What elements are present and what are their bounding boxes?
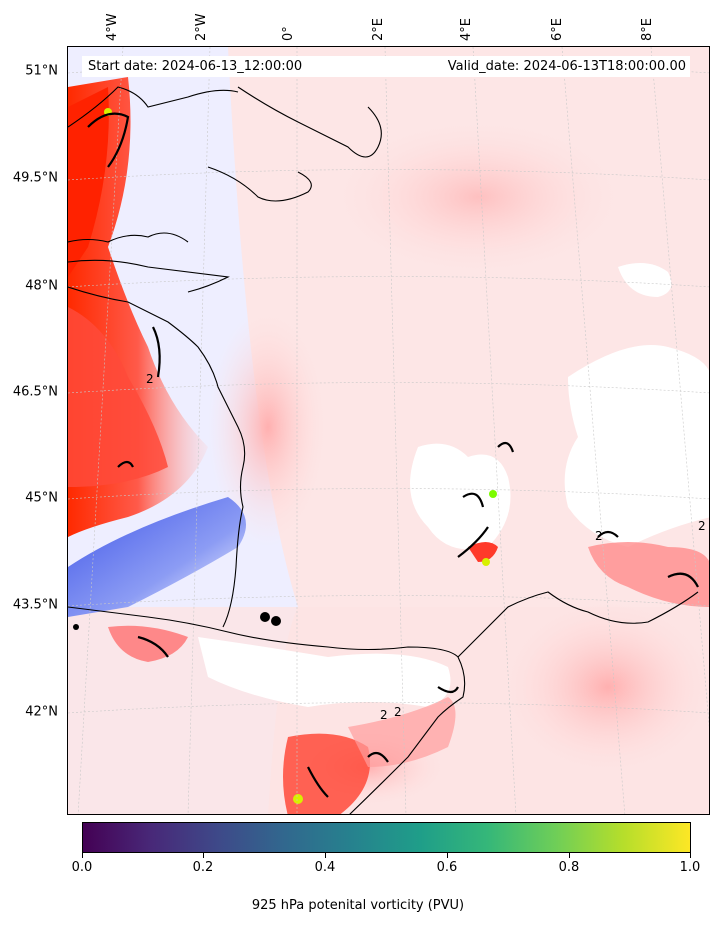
colorbar-tick [690,853,691,858]
colorbar-tick-label: 0.4 [314,860,336,875]
colorbar-tick-label: 1.0 [679,860,701,875]
pink-blob [208,307,328,547]
colorbar-tick [447,853,448,858]
lat-label-48: 48°N [25,278,58,294]
start-date-text: Start date: 2024-06-13_12:00:00 [88,59,303,74]
contour-label: 2 [698,519,706,533]
colorbar-tick [82,853,83,858]
station-marker [73,624,79,630]
pv-contour-catalonia [283,733,371,814]
colorbar-tick [203,853,204,858]
lon-label-8e: 8°E [640,18,655,41]
lon-label-2e: 2°E [371,18,386,41]
pv-contour-catalonia [348,697,456,767]
pv-contour-alps [588,542,709,607]
lon-label-6e: 6°E [550,18,565,41]
contour-label: 2 [595,529,603,543]
date-info-box: Start date: 2024-06-13_12:00:00 Valid_da… [82,56,690,77]
contour-label: 2 [380,708,388,722]
contour-label: 2 [146,372,154,386]
colorbar-tick [325,853,326,858]
colorbar-tick-label: 0.8 [558,860,580,875]
colorbar-tick-label: 0.6 [436,860,458,875]
lon-label-2w: 2°W [194,13,209,41]
negative-pv-band [68,497,246,617]
lat-label-51: 51°N [25,63,58,79]
station-marker [260,612,270,622]
valid-date-text: Valid_date: 2024-06-13T18:00:00.00 [447,59,686,74]
colorbar-tick-label: 0.0 [71,860,93,875]
colorbar-title: 925 hPa potenital vorticity (PVU) [251,898,465,913]
lon-label-0: 0° [281,26,296,41]
coastlines [68,86,699,814]
masked-alps [410,443,511,550]
pv-map: 2 2 2 2 2 [68,47,709,814]
pv-2-contours [87,112,699,798]
lat-label-43-5: 43.5°N [12,597,58,613]
masked-alps-east [618,263,672,297]
pink-blob [328,117,628,277]
masked-pyrenees [198,637,451,707]
masked-alps-east [564,345,709,547]
map-panel: 2 2 2 2 2 [67,46,710,815]
pv-high-speck [482,558,490,566]
station-marker [271,616,281,626]
colorbar-tick [569,853,570,858]
pink-blob [498,597,709,777]
lat-label-46-5: 46.5°N [12,384,58,400]
high-pv-core [68,87,109,277]
lat-label-42: 42°N [25,704,58,720]
lat-label-49-5: 49.5°N [12,170,58,186]
lat-label-45: 45°N [25,490,58,506]
lon-label-4e: 4°E [459,18,474,41]
lon-label-4w: 4°W [105,13,120,41]
pv-contour-alps [468,542,498,562]
pv-contour-pyrenees [108,625,188,662]
high-pv-core [68,307,168,487]
contour-label: 2 [394,705,402,719]
pv-high-speck [293,794,303,804]
pv-high-speck [489,490,497,498]
colorbar [82,822,691,853]
colorbar-tick-label: 0.2 [192,860,214,875]
